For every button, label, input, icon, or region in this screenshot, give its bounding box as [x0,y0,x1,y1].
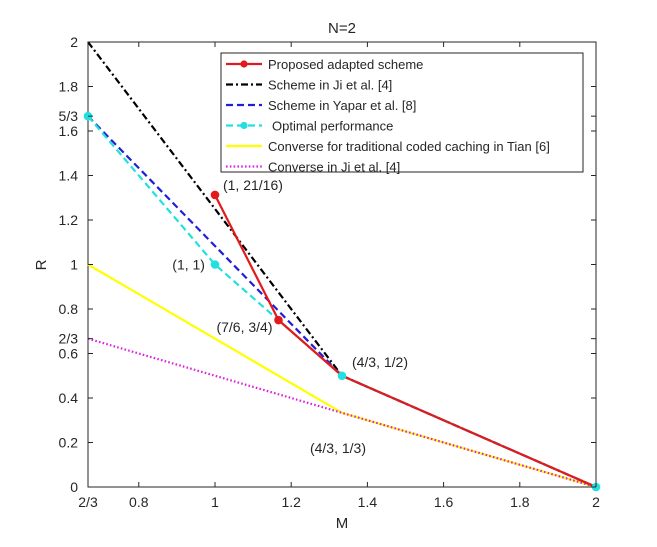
y-tick-label: 1.4 [59,168,79,184]
legend-label: Optimal performance [272,119,393,134]
x-axis-label: M [336,515,349,532]
legend-label: Scheme in Yapar et al. [8] [268,98,416,113]
y-tick-label: 5/3 [59,108,79,124]
legend: Proposed adapted scheme Scheme in Ji et a… [220,52,584,175]
y-tick-label: 0 [70,479,78,495]
data-point-optimal-performance [210,260,220,269]
y-tick-label: 0.2 [59,435,79,451]
data-point-proposed-adapted-scheme [210,190,220,200]
legend-marker [240,60,248,68]
y-tick-label: 2 [70,34,78,50]
data-point-proposed-adapted-scheme [274,315,283,325]
x-tick-label: 1.2 [281,494,301,510]
x-tick-label: 1.8 [510,494,530,510]
chart-title: N=2 [328,20,356,37]
y-axis-label: R [33,259,50,270]
y-tick-label: 1.8 [59,79,79,95]
y-tick-label: 1.2 [59,212,79,228]
markers-layer [83,111,601,492]
annotation-label: (4/3, 1/2) [352,354,408,370]
x-tick-label: 1 [211,494,219,510]
legend-label: Scheme in Ji et al. [4] [268,78,392,93]
x-tick-label: 1.4 [358,494,378,510]
legend-box [220,52,584,173]
legend-label: Converse in Ji et al. [4] [268,160,400,175]
series-line-proposed-adapted-scheme [214,194,597,489]
y-tick-label: 1.6 [59,123,79,139]
data-point-optimal-performance [337,371,347,381]
annotation-label: (7/6, 3/4) [216,319,272,335]
y-tick-label: 2/3 [59,331,79,347]
series-line-converse-in-ji-et-al-4 [87,337,597,489]
legend-label: Converse for traditional coded caching i… [268,139,550,154]
x-tick-label: 0.8 [129,494,149,510]
x-tick-label: 1.6 [434,494,454,510]
legend-label: Proposed adapted scheme [268,57,423,72]
legend-marker [240,121,248,130]
annotation-label: (1, 21/16) [223,177,283,193]
y-tick-label: 0.6 [59,346,79,362]
ticks-layer: 2/3 0.8 1 1.2 1.4 1.6 1.8 200.20.40.62/30.811.2… [59,34,601,510]
annotation-label: (1, 1) [172,257,205,273]
annotation-label: (4/3, 1/3) [310,440,366,456]
y-tick-label: 0.8 [59,301,79,317]
x-tick-label: 2 [592,494,600,510]
x-tick-label: 2/3 [78,494,98,510]
annotations-layer: (1, 21/16) (1, 1) (7/6, 3/4) (4/3, 1/2) (4/3… [172,177,408,456]
y-tick-label: 1 [70,257,78,273]
y-tick-label: 0.4 [59,390,79,406]
